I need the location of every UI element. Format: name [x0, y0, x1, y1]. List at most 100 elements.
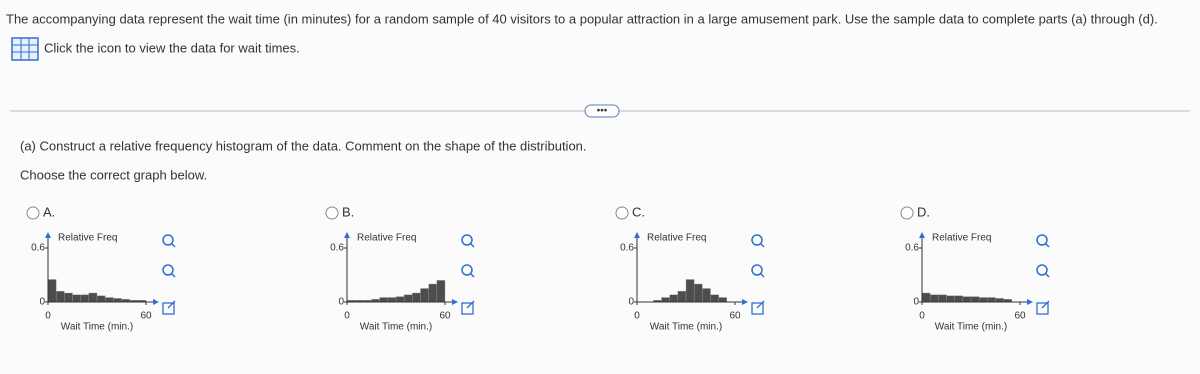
y-tick-label: 0 — [628, 297, 634, 308]
handle — [469, 242, 475, 248]
bar — [661, 297, 670, 303]
x-arrow — [452, 299, 458, 305]
radio-button[interactable] — [900, 206, 914, 220]
popout-box — [1036, 302, 1049, 315]
handle — [759, 272, 765, 278]
lens — [1036, 234, 1048, 246]
option: D. 0 0.6 0 60 Relative Freq Wait Time (min.) — [900, 204, 1050, 333]
y-arrow — [45, 232, 51, 238]
y-axis-label: Relative Freq — [357, 233, 416, 244]
lens — [751, 234, 763, 246]
zoom-out-icon[interactable] — [162, 264, 176, 278]
radio-button[interactable] — [615, 206, 629, 220]
x-tick-label: 60 — [729, 311, 741, 322]
x-axis-label: Wait Time (min.) — [360, 322, 432, 333]
lens — [162, 234, 174, 246]
header-text: The accompanying data represent the wait… — [6, 11, 1158, 26]
x-axis-label: Wait Time (min.) — [650, 322, 722, 333]
zoom-in-icon[interactable] — [162, 234, 176, 248]
zoom-out-icon[interactable] — [1036, 264, 1050, 278]
bar — [702, 288, 711, 303]
x-axis-label: Wait Time (min.) — [61, 322, 133, 333]
zoom-in-icon[interactable] — [1036, 234, 1050, 248]
lens — [461, 234, 473, 246]
x-tick-label: 0 — [634, 311, 640, 322]
zoom-out-icon[interactable] — [461, 264, 475, 278]
question: (a) Construct a relative frequency histo… — [20, 138, 587, 153]
x-tick-label: 60 — [1014, 311, 1026, 322]
bar — [395, 296, 405, 303]
y-tick-label: 0 — [338, 297, 344, 308]
radio-button[interactable] — [26, 206, 40, 220]
popout-box — [461, 302, 474, 315]
x-arrow — [1027, 299, 1033, 305]
bar — [80, 294, 90, 303]
option-letter: B. — [342, 204, 354, 219]
instruction: Choose the correct graph below. — [20, 167, 207, 182]
popout-icon[interactable] — [751, 300, 765, 315]
y-tick-label: 0 — [913, 297, 919, 308]
zoom-in-icon[interactable] — [461, 234, 475, 248]
bar — [921, 292, 931, 303]
popout-arrow — [756, 300, 765, 309]
popout-icon[interactable] — [461, 300, 475, 315]
lens — [461, 264, 473, 276]
options: A. 0 0.6 0 60 Relative Freq Wait Time (min.) B.… — [26, 204, 1050, 333]
bar — [96, 295, 106, 303]
popout-icon[interactable] — [1036, 300, 1050, 315]
bar — [88, 292, 98, 303]
y-axis-label: Relative Freq — [58, 233, 117, 244]
x-arrow — [153, 299, 159, 305]
option-letter: D. — [917, 204, 930, 219]
option-letter: A. — [43, 204, 55, 219]
bar — [970, 296, 980, 303]
x-tick-label: 60 — [439, 311, 451, 322]
handle — [1044, 242, 1050, 248]
y-axis-label: Relative Freq — [932, 233, 991, 244]
y-axis-label: Relative Freq — [647, 233, 706, 244]
popout-box — [751, 302, 764, 315]
bar — [113, 298, 122, 303]
expand-button[interactable] — [584, 104, 620, 118]
y-arrow — [634, 232, 640, 238]
x-arrow — [742, 299, 748, 305]
popout-arrow — [167, 300, 176, 309]
x-tick-label: 0 — [344, 311, 350, 322]
y-arrow — [344, 232, 350, 238]
handle — [759, 242, 765, 248]
bar — [938, 294, 947, 303]
y-tick-label: 0 — [39, 297, 45, 308]
handle — [170, 242, 176, 248]
data-icon[interactable] — [11, 37, 39, 61]
bar — [379, 297, 389, 303]
bar — [995, 298, 1004, 303]
popout-icon[interactable] — [162, 300, 176, 315]
option-letter: C. — [632, 204, 645, 219]
data-link[interactable]: Click the icon to view the data for wait… — [44, 40, 300, 55]
bar — [718, 297, 728, 303]
bar — [420, 288, 429, 303]
lens — [751, 264, 763, 276]
bar — [693, 283, 703, 303]
handle — [469, 272, 475, 278]
y-tick-label: 0.6 — [620, 243, 634, 254]
zoom-in-icon[interactable] — [751, 234, 765, 248]
option: A. 0 0.6 0 60 Relative Freq Wait Time (min.) — [26, 204, 176, 333]
radio-button[interactable] — [325, 206, 339, 220]
bar — [403, 294, 413, 303]
lens — [1036, 264, 1048, 276]
zoom-out-icon[interactable] — [751, 264, 765, 278]
bar — [685, 279, 695, 303]
bar — [387, 297, 397, 303]
x-axis-label: Wait Time (min.) — [935, 322, 1007, 333]
x-tick-label: 0 — [919, 311, 925, 322]
popout-arrow — [1041, 300, 1050, 309]
y-tick-label: 0.6 — [905, 243, 919, 254]
bar — [929, 294, 939, 303]
bar — [47, 279, 57, 303]
bar — [954, 295, 964, 303]
bar — [436, 280, 446, 303]
popout-arrow — [466, 300, 475, 309]
